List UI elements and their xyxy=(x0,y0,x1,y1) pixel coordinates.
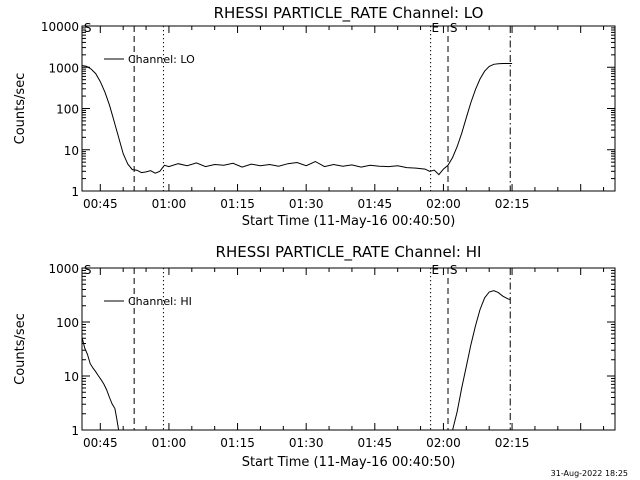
event-marker: S xyxy=(84,263,92,277)
legend-label: Channel: HI xyxy=(128,295,192,308)
x-tick-label: 01:30 xyxy=(289,197,324,211)
y-tick-label: 10 xyxy=(64,144,79,158)
legend-label: Channel: LO xyxy=(128,53,195,66)
y-tick-label: 100 xyxy=(56,103,79,117)
y-axis-label: Counts/sec xyxy=(13,73,28,145)
chart-title: RHESSI PARTICLE_RATE Channel: HI xyxy=(216,243,482,262)
y-tick-label: 1 xyxy=(71,424,79,438)
x-tick-label: 01:45 xyxy=(358,436,393,450)
event-marker: E xyxy=(432,21,440,35)
x-axis-label: Start Time (11-May-16 00:40:50) xyxy=(242,214,456,229)
x-tick-label: 01:15 xyxy=(220,436,255,450)
y-tick-label: 1 xyxy=(71,185,79,199)
series-line xyxy=(82,337,120,430)
x-tick-label: 00:45 xyxy=(83,436,118,450)
x-tick-label: 02:00 xyxy=(426,436,461,450)
event-marker: S xyxy=(84,21,92,35)
x-tick-label: 01:00 xyxy=(152,436,187,450)
x-tick-label: 01:45 xyxy=(358,197,393,211)
y-tick-label: 10 xyxy=(64,370,79,384)
x-tick-label: 01:00 xyxy=(152,197,187,211)
y-tick-label: 100 xyxy=(56,316,79,330)
x-tick-label: 02:15 xyxy=(495,436,530,450)
y-tick-label: 1000 xyxy=(48,61,79,75)
panel-lo: RHESSI PARTICLE_RATE Channel: LO 1 10 100 10… xyxy=(13,4,616,229)
panel-hi: RHESSI PARTICLE_RATE Channel: HI 1 10 100 10… xyxy=(13,243,616,470)
x-axis-label: Start Time (11-May-16 00:40:50) xyxy=(242,455,456,470)
chart-title: RHESSI PARTICLE_RATE Channel: LO xyxy=(214,4,484,23)
x-tick-label: 02:00 xyxy=(426,197,461,211)
y-tick-label: 1000 xyxy=(48,262,79,276)
y-axis-label: Counts/sec xyxy=(13,313,28,385)
x-tick-label: 01:30 xyxy=(289,436,324,450)
series-line xyxy=(452,290,511,430)
x-tick-label: 02:15 xyxy=(495,197,530,211)
x-tick-label: 01:15 xyxy=(220,197,255,211)
event-marker: S xyxy=(450,263,458,277)
event-marker: E xyxy=(432,263,440,277)
event-marker: S xyxy=(450,21,458,35)
timestamp: 31-Aug-2022 18:25 xyxy=(551,469,628,478)
series-line xyxy=(82,63,513,176)
x-tick-label: 00:45 xyxy=(83,197,118,211)
axes-frame xyxy=(81,267,616,431)
y-tick-label: 10000 xyxy=(41,20,79,34)
